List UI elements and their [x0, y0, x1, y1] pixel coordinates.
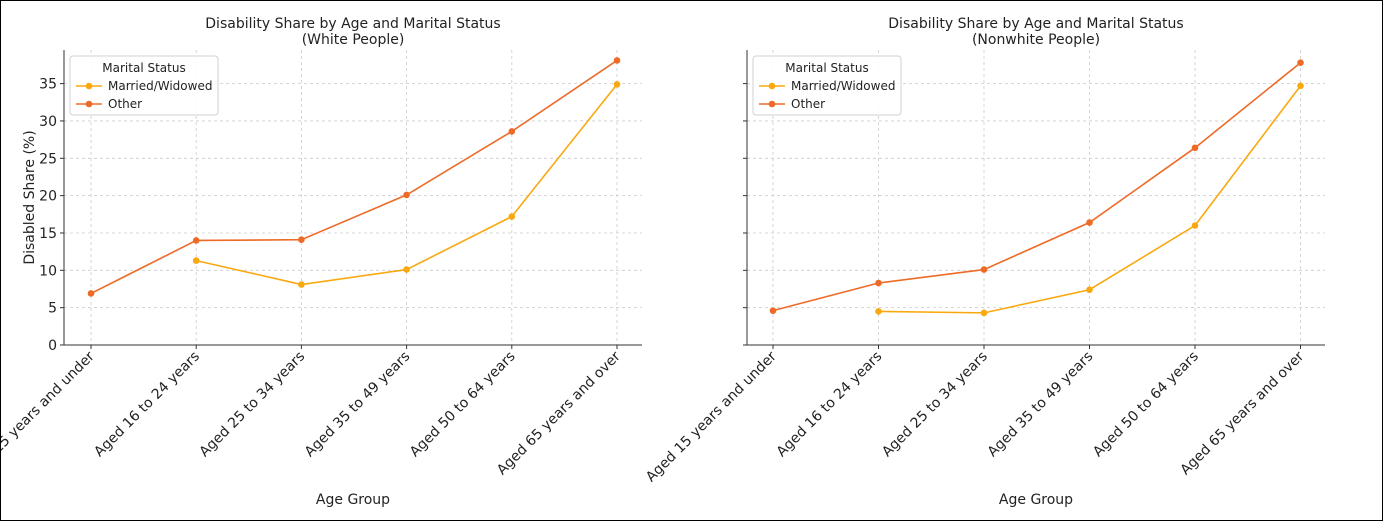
data-point: [769, 307, 777, 314]
chart-subtitle: (Nonwhite People): [972, 32, 1100, 48]
data-point: [980, 266, 988, 273]
y-tick-label: 25: [39, 151, 57, 167]
x-tick-label: Aged 25 to 34 years: [879, 349, 991, 461]
x-tick-label: Aged 50 to 64 years: [1090, 349, 1202, 461]
data-point: [298, 281, 305, 288]
legend-entry-label: Other: [108, 97, 142, 111]
data-point: [1297, 82, 1304, 90]
legend-swatch-marker: [768, 82, 776, 90]
y-tick-label: 5: [48, 301, 57, 317]
y-tick-label: 0: [48, 338, 57, 354]
data-point: [980, 309, 988, 317]
data-point: [1297, 59, 1304, 66]
y-tick-label: 35: [39, 77, 57, 93]
x-tick-label: Aged 15 years and under: [1, 348, 98, 485]
series-married-widowed: [192, 81, 621, 288]
x-axis-label: Age Group: [316, 492, 390, 508]
data-point: [508, 213, 516, 220]
legend-entry-label: Married/Widowed: [108, 79, 212, 93]
legend-entry-label: Other: [791, 97, 825, 111]
data-point: [1086, 286, 1093, 294]
x-tick-label: Aged 16 to 24 years: [774, 349, 886, 461]
legend-entry-label: Married/Widowed: [791, 79, 895, 93]
y-axis-label: Disabled Share (%): [22, 130, 38, 264]
x-tick-label: Aged 65 years and over: [1177, 348, 1307, 478]
series-other: [769, 59, 1304, 314]
x-tick-label: Aged 25 to 34 years: [197, 349, 309, 461]
legend-swatch-marker: [85, 82, 93, 90]
data-point: [1086, 219, 1093, 226]
x-tick-label: Aged 15 years and under: [643, 348, 780, 485]
series-line: [90, 59, 618, 295]
data-point: [87, 290, 95, 297]
chart-2: Disability Share by Age and Marital Stat…: [643, 16, 1325, 508]
legend: Marital Status Married/Widowed Other: [69, 55, 219, 116]
legend-box: [69, 55, 219, 116]
y-tick-label: 10: [39, 263, 57, 279]
data-point: [1191, 222, 1199, 229]
data-point: [875, 279, 882, 287]
y-tick-label: 15: [39, 226, 57, 242]
x-tick-label: Aged 65 years and over: [494, 348, 624, 478]
y-tick-label: 20: [39, 189, 57, 205]
data-point: [403, 191, 410, 199]
data-point: [192, 237, 200, 244]
data-point: [613, 81, 621, 88]
legend: Marital Status Married/Widowed Other: [752, 55, 902, 116]
chart-subtitle: (White People): [302, 32, 405, 48]
chart-title: Disability Share by Age and Marital Stat…: [888, 16, 1183, 32]
x-tick-label: Aged 50 to 64 years: [407, 349, 519, 461]
legend-title: Marital Status: [785, 61, 868, 75]
series-married-widowed: [875, 82, 1304, 317]
series-other: [87, 57, 621, 297]
legend-swatch-marker: [85, 100, 93, 108]
x-axis-label: Age Group: [999, 492, 1073, 508]
data-point: [403, 266, 410, 273]
chart-title: Disability Share by Age and Marital Stat…: [205, 16, 500, 32]
x-tick-label: Aged 35 to 49 years: [985, 349, 1097, 461]
legend-swatch-marker: [768, 100, 776, 108]
legend-title: Marital Status: [102, 61, 185, 75]
chart-1: Disability Share by Age and Marital Stat…: [0, 16, 642, 508]
data-point: [613, 57, 621, 64]
legend-box: [752, 55, 902, 116]
data-point: [298, 236, 305, 243]
series-line: [772, 62, 1302, 312]
x-tick-label: Aged 16 to 24 years: [91, 349, 203, 461]
y-tick-label: 30: [39, 114, 57, 130]
data-point: [875, 308, 882, 315]
data-point: [192, 257, 200, 264]
x-tick-label: Aged 35 to 49 years: [302, 349, 414, 461]
data-point: [508, 128, 516, 135]
data-point: [1191, 144, 1199, 152]
